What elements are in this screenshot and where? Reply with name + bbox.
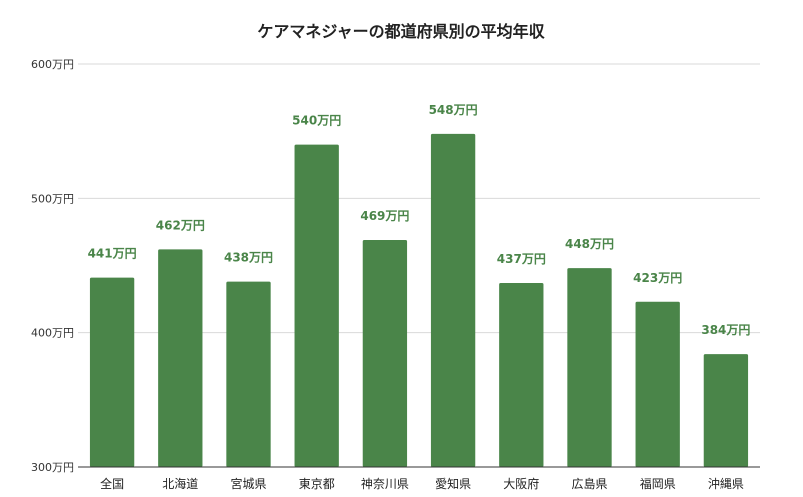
y-tick-label: 600万円 <box>31 58 74 71</box>
x-tick-label: 愛知県 <box>435 477 471 491</box>
x-tick-label: 宮城県 <box>230 476 266 491</box>
y-tick-label: 400万円 <box>31 327 74 340</box>
bar-0 <box>89 277 135 467</box>
x-tick-label: 福岡県 <box>640 476 676 491</box>
data-label: 441万円 <box>88 247 137 261</box>
x-tick-label: 全国 <box>100 476 124 491</box>
x-tick-label: 広島県 <box>571 476 607 491</box>
y-axis-tick-labels: 300万円 400万円 500万円 600万円 <box>31 58 74 474</box>
bar-8 <box>635 301 680 467</box>
bar-1 <box>158 249 203 467</box>
bar-4 <box>362 239 408 467</box>
x-tick-label: 東京都 <box>299 477 335 491</box>
bar-3 <box>294 144 339 467</box>
data-label: 548万円 <box>429 103 478 117</box>
bars <box>89 133 749 467</box>
data-label: 469万円 <box>360 209 409 223</box>
x-tick-label: 神奈川県 <box>361 477 409 491</box>
bar-5 <box>430 133 476 467</box>
bar-9 <box>703 354 749 467</box>
data-label: 384万円 <box>701 323 750 337</box>
data-label: 462万円 <box>156 218 205 232</box>
x-tick-label: 沖縄県 <box>708 476 744 491</box>
bar-2 <box>226 281 271 467</box>
data-label: 540万円 <box>292 114 341 128</box>
x-tick-label: 北海道 <box>162 476 198 491</box>
data-label: 423万円 <box>633 271 682 285</box>
data-label: 438万円 <box>224 251 273 265</box>
data-labels: 441万円 462万円 438万円 540万円 469万円 548万円 437万円 448万円… <box>88 103 751 337</box>
data-label: 437万円 <box>497 252 546 266</box>
data-label: 448万円 <box>565 237 614 251</box>
y-tick-label: 300万円 <box>31 461 74 474</box>
bar-7 <box>567 268 612 467</box>
bar-6 <box>499 282 544 467</box>
y-tick-label: 500万円 <box>31 192 74 205</box>
x-tick-label: 大阪府 <box>503 476 539 491</box>
chart-title: ケアマネジャーの都道府県別の平均年収 <box>257 22 545 41</box>
x-axis-tick-labels: 全国 北海道 宮城県 東京都 神奈川県 愛知県 大阪府 広島県 福岡県 沖縄県 <box>100 476 744 491</box>
